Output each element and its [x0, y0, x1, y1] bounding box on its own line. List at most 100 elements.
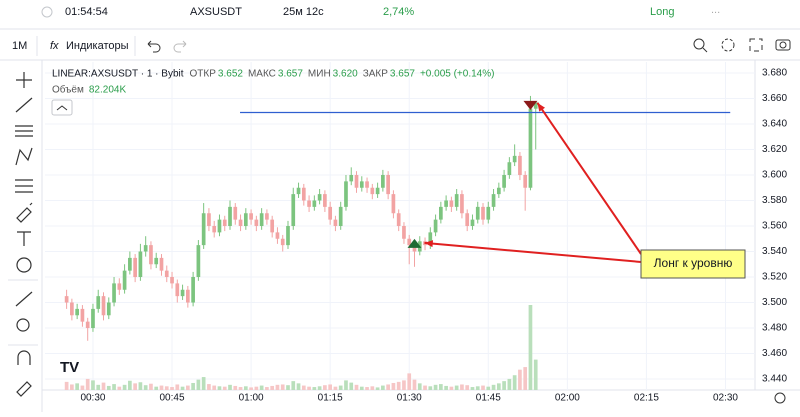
interval-button[interactable]: 1М	[12, 40, 27, 52]
brush-tool[interactable]	[16, 202, 33, 223]
redo-button[interactable]	[173, 40, 187, 53]
volume-bar	[201, 377, 206, 390]
candle-body	[85, 321, 90, 329]
candle-body	[207, 213, 211, 226]
volume-bar	[185, 385, 190, 390]
volume-bar	[386, 384, 390, 390]
signal-marker	[407, 238, 422, 248]
candle-body	[75, 308, 79, 316]
collapse-icon	[56, 105, 68, 111]
ruler-tool[interactable]	[15, 291, 33, 307]
volume-bar	[238, 387, 243, 390]
candle-body	[128, 257, 132, 271]
callout-box	[640, 249, 746, 279]
indicators-button[interactable]: Индикаторы	[66, 40, 129, 52]
top-side: Long	[650, 6, 674, 18]
candle-body	[64, 296, 69, 303]
volume-bar	[85, 378, 90, 390]
legend: LINEAR:AXSUSDT · 1 · Bybit ОТКР 3.652 МАКС 3…	[52, 69, 494, 96]
top-change: 2,74%	[383, 6, 414, 18]
volume-bar	[122, 384, 127, 390]
candle-body	[112, 283, 116, 303]
candle-body	[122, 270, 127, 290]
volume-bar	[317, 386, 322, 390]
x-tick-label: 02:30	[713, 393, 738, 404]
candle-body	[507, 162, 512, 175]
legend-text: 3.652	[218, 69, 243, 80]
volume-bar	[106, 385, 111, 390]
volume-bar	[96, 384, 101, 390]
fullscreen-button[interactable]	[749, 38, 763, 52]
volume-bar	[296, 383, 301, 390]
zoom-tool[interactable]	[16, 318, 30, 332]
candle-body	[491, 194, 496, 207]
candle-body	[201, 213, 206, 246]
candle-body	[249, 213, 253, 220]
top-more[interactable]: ...	[711, 4, 720, 16]
prediction-tool[interactable]	[15, 179, 33, 193]
volume-bar	[128, 380, 132, 390]
search-button[interactable]	[693, 38, 705, 50]
magnet-tool[interactable]	[17, 350, 31, 365]
volume-bar	[528, 305, 533, 390]
volume-bar	[265, 387, 269, 390]
volume-bar	[91, 380, 95, 390]
volume-bar	[365, 387, 369, 390]
trendline-tool[interactable]	[15, 97, 33, 113]
fib-tool[interactable]	[15, 125, 33, 137]
candle-body	[391, 194, 396, 214]
volume-bar	[518, 369, 522, 390]
candle-body	[428, 232, 433, 246]
candle-body	[185, 289, 190, 303]
candle-body	[170, 277, 174, 284]
screenshot-button[interactable]	[775, 39, 791, 51]
undo-button[interactable]	[147, 40, 161, 53]
collapse-button[interactable]	[51, 99, 73, 116]
top-symbol[interactable]: AXSUSDT	[190, 6, 242, 18]
screenshot-button[interactable]	[779, 41, 787, 49]
volume-bar	[117, 386, 122, 390]
volume-bar	[75, 383, 79, 390]
icon-tool[interactable]	[16, 257, 32, 273]
volume-bar	[344, 380, 348, 390]
candle-body	[243, 213, 248, 226]
axis-settings[interactable]	[774, 392, 786, 404]
candle-body	[312, 200, 317, 207]
volume-bar	[259, 385, 264, 390]
lock-tool[interactable]	[16, 381, 32, 397]
volume-bar	[502, 381, 506, 390]
settings-button[interactable]	[721, 38, 735, 52]
volume-bar	[112, 384, 116, 390]
candle-body	[254, 219, 259, 226]
candle-body	[259, 213, 264, 226]
volume-bar	[428, 386, 433, 390]
volume-bar	[170, 387, 174, 390]
candle-body	[386, 174, 390, 195]
legend-text: МИН	[308, 69, 331, 80]
candle-body	[460, 194, 464, 214]
volume-bar	[149, 383, 153, 390]
candle-body	[96, 296, 101, 309]
candle-body	[533, 102, 538, 109]
legend-text: ОТКР	[190, 69, 217, 80]
candle-body	[512, 155, 517, 163]
y-tick-label: 3.560	[762, 221, 787, 232]
pattern-tool[interactable]	[15, 147, 33, 166]
tv-logo: TV	[60, 359, 79, 376]
candle-body	[159, 257, 164, 271]
candle-body	[133, 257, 137, 278]
candle-body	[280, 238, 285, 246]
volume-bar	[533, 359, 538, 390]
volume-bar	[212, 385, 217, 390]
volume-bar	[191, 382, 195, 390]
top-time: 01:54:54	[65, 6, 108, 18]
volume-bar	[233, 385, 238, 390]
top-elapsed: 25м 12с	[283, 6, 324, 18]
search-button[interactable]	[702, 47, 708, 53]
candle-body	[228, 206, 232, 226]
text-tool[interactable]	[17, 231, 31, 246]
candle-body	[465, 213, 470, 226]
candle-body	[365, 181, 369, 188]
crosshair-tool[interactable]	[16, 72, 32, 88]
